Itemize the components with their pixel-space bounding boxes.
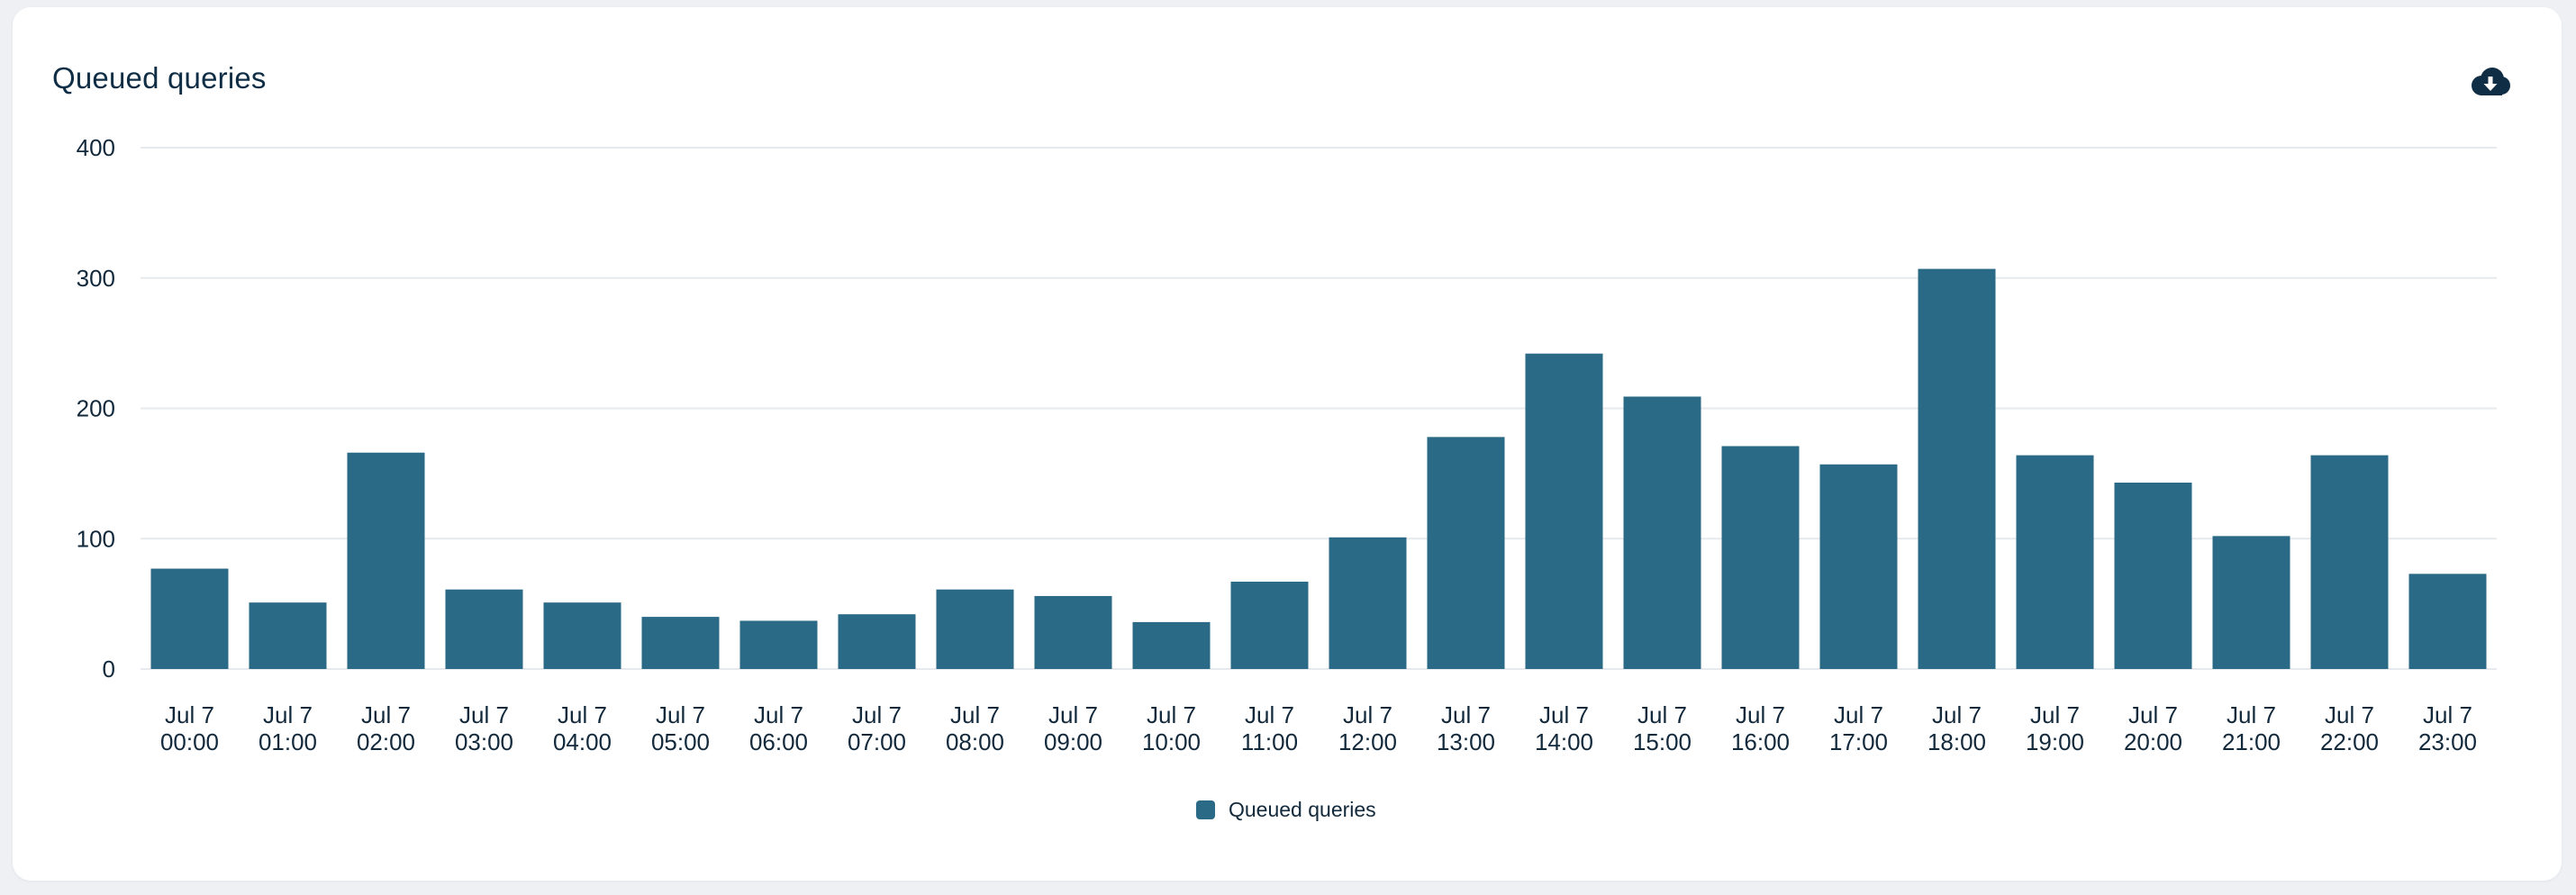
- bar: [1230, 582, 1309, 669]
- x-tick-label: 14:00: [1535, 728, 1593, 755]
- x-tick-label: Jul 7: [165, 701, 214, 728]
- bar: [1623, 396, 1701, 669]
- x-tick-label: Jul 7: [2423, 701, 2472, 728]
- y-tick-label: 100: [77, 525, 115, 552]
- x-tick-label: Jul 7: [1539, 701, 1589, 728]
- bar: [739, 620, 818, 669]
- bar: [2212, 536, 2290, 669]
- bar: [1034, 595, 1112, 669]
- x-tick-label: 21:00: [2222, 728, 2281, 755]
- x-tick-label: 03:00: [455, 728, 513, 755]
- x-tick-label: 09:00: [1044, 728, 1102, 755]
- bar: [1918, 268, 1996, 669]
- x-tick-label: 07:00: [848, 728, 906, 755]
- bar: [2310, 455, 2389, 669]
- y-tick-label: 0: [103, 655, 115, 683]
- x-tick-label: Jul 7: [2227, 701, 2276, 728]
- bar: [543, 602, 621, 669]
- x-tick-label: Jul 7: [361, 701, 411, 728]
- legend-swatch: [1196, 800, 1215, 819]
- x-tick-label: Jul 7: [754, 701, 803, 728]
- x-tick-label: 17:00: [1829, 728, 1888, 755]
- x-tick-label: Jul 7: [1637, 701, 1687, 728]
- x-tick-label: Jul 7: [656, 701, 705, 728]
- x-tick-label: Jul 7: [1147, 701, 1196, 728]
- x-tick-label: 13:00: [1437, 728, 1495, 755]
- bar: [2016, 455, 2094, 669]
- x-tick-label: Jul 7: [1736, 701, 1785, 728]
- x-tick-label: Jul 7: [2030, 701, 2080, 728]
- x-tick-label: 19:00: [2026, 728, 2084, 755]
- x-tick-label: Jul 7: [2128, 701, 2178, 728]
- x-tick-label: 22:00: [2320, 728, 2379, 755]
- chart-card: Queued queries 0 100 200 300 400 Jul 7 00:00 Ju…: [13, 7, 2562, 881]
- bar: [641, 617, 720, 669]
- x-tick-label: 10:00: [1142, 728, 1201, 755]
- x-tick-label: Jul 7: [263, 701, 313, 728]
- x-tick-label: 11:00: [1241, 728, 1298, 755]
- x-tick-label: 16:00: [1731, 728, 1790, 755]
- bar: [1819, 464, 1898, 669]
- x-tick-label: 02:00: [357, 728, 415, 755]
- chart-title: Queued queries: [52, 61, 267, 95]
- bar: [249, 602, 327, 669]
- x-tick-label: 01:00: [259, 728, 317, 755]
- x-tick-label: 18:00: [1927, 728, 1986, 755]
- bar: [1427, 437, 1505, 669]
- bar: [936, 589, 1014, 669]
- bar: [2114, 483, 2192, 669]
- bar: [445, 589, 523, 669]
- x-tick-label: 23:00: [2418, 728, 2477, 755]
- y-tick-label: 400: [77, 134, 115, 161]
- cloud-download-icon: [2472, 68, 2510, 95]
- x-tick-label: Jul 7: [1048, 701, 1098, 728]
- x-tick-label: 05:00: [651, 728, 710, 755]
- x-tick-label: Jul 7: [852, 701, 902, 728]
- bar: [1525, 353, 1603, 669]
- bar: [150, 568, 229, 669]
- bar: [1132, 621, 1211, 669]
- x-tick-label: Jul 7: [1441, 701, 1491, 728]
- download-button[interactable]: [2464, 59, 2517, 104]
- x-tick-label: 00:00: [160, 728, 219, 755]
- x-tick-label: Jul 7: [558, 701, 607, 728]
- x-tick-label: Jul 7: [2325, 701, 2374, 728]
- x-tick-label: Jul 7: [1245, 701, 1294, 728]
- x-tick-label: 04:00: [553, 728, 612, 755]
- x-tick-label: 08:00: [946, 728, 1004, 755]
- x-tick-label: Jul 7: [1932, 701, 1982, 728]
- x-tick-label: Jul 7: [1343, 701, 1392, 728]
- bar: [347, 452, 425, 669]
- x-tick-label: 12:00: [1338, 728, 1397, 755]
- x-tick-label: Jul 7: [1834, 701, 1883, 728]
- bar: [1329, 537, 1407, 669]
- x-tick-label: 06:00: [749, 728, 808, 755]
- legend-label: Queued queries: [1229, 798, 1376, 821]
- y-tick-label: 200: [77, 395, 115, 422]
- bar: [2408, 574, 2487, 669]
- bar: [1721, 446, 1800, 669]
- x-tick-label: 20:00: [2124, 728, 2182, 755]
- y-tick-label: 300: [77, 265, 115, 292]
- x-tick-label: Jul 7: [459, 701, 509, 728]
- x-tick-label: 15:00: [1633, 728, 1692, 755]
- bar: [838, 614, 916, 669]
- x-tick-label: Jul 7: [950, 701, 1000, 728]
- legend-item[interactable]: Queued queries: [1196, 798, 1376, 822]
